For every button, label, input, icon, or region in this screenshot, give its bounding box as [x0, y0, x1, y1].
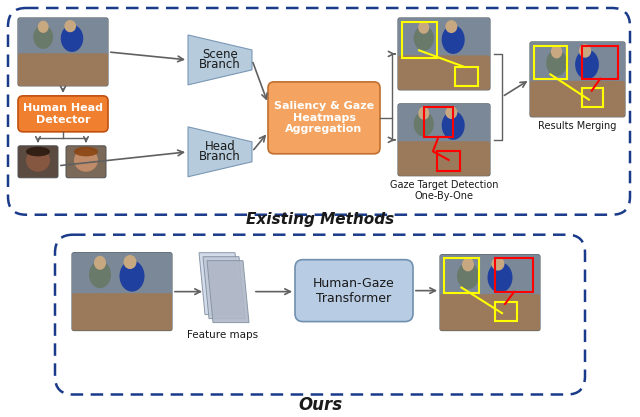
FancyBboxPatch shape	[268, 82, 380, 154]
FancyBboxPatch shape	[398, 104, 490, 176]
Text: Head: Head	[205, 140, 236, 153]
Bar	[582, 88, 603, 107]
Text: Results Merging: Results Merging	[538, 121, 617, 131]
Bar	[402, 22, 436, 58]
FancyBboxPatch shape	[440, 294, 540, 331]
Bar	[582, 46, 618, 79]
Bar	[436, 151, 460, 171]
FancyBboxPatch shape	[530, 42, 625, 83]
Text: Feature maps: Feature maps	[188, 329, 259, 339]
Text: Scene: Scene	[202, 48, 238, 61]
FancyBboxPatch shape	[398, 141, 490, 176]
FancyBboxPatch shape	[530, 81, 625, 117]
FancyBboxPatch shape	[18, 96, 108, 132]
Ellipse shape	[61, 25, 83, 52]
Polygon shape	[207, 261, 249, 323]
FancyBboxPatch shape	[18, 18, 108, 86]
Ellipse shape	[442, 25, 465, 54]
Ellipse shape	[33, 25, 53, 49]
FancyBboxPatch shape	[398, 18, 490, 90]
Bar	[495, 302, 517, 321]
Ellipse shape	[488, 262, 513, 293]
Text: Existing Methods: Existing Methods	[246, 212, 394, 227]
Ellipse shape	[419, 21, 429, 34]
FancyBboxPatch shape	[398, 104, 490, 143]
Ellipse shape	[492, 257, 504, 271]
FancyBboxPatch shape	[398, 18, 490, 58]
FancyBboxPatch shape	[72, 253, 172, 331]
FancyBboxPatch shape	[66, 146, 106, 178]
FancyBboxPatch shape	[18, 146, 58, 178]
Ellipse shape	[579, 44, 591, 58]
Ellipse shape	[26, 149, 50, 172]
Ellipse shape	[89, 261, 111, 288]
Ellipse shape	[442, 111, 465, 140]
Ellipse shape	[413, 25, 434, 51]
Ellipse shape	[551, 45, 563, 58]
Ellipse shape	[457, 263, 479, 289]
Ellipse shape	[120, 261, 145, 291]
FancyBboxPatch shape	[295, 260, 413, 322]
Bar	[495, 259, 533, 292]
Ellipse shape	[575, 50, 599, 79]
Ellipse shape	[26, 147, 50, 156]
Ellipse shape	[445, 20, 458, 33]
FancyBboxPatch shape	[440, 255, 540, 296]
Ellipse shape	[445, 106, 458, 119]
FancyBboxPatch shape	[18, 18, 108, 55]
Polygon shape	[188, 35, 252, 85]
Ellipse shape	[94, 256, 106, 270]
Ellipse shape	[546, 50, 567, 76]
Text: Ours: Ours	[298, 397, 342, 414]
Text: Branch: Branch	[199, 150, 241, 163]
Ellipse shape	[38, 21, 49, 33]
Polygon shape	[188, 127, 252, 177]
Text: Branch: Branch	[199, 58, 241, 71]
Ellipse shape	[413, 111, 434, 137]
FancyBboxPatch shape	[72, 293, 172, 331]
Bar	[424, 107, 453, 137]
FancyBboxPatch shape	[440, 255, 540, 331]
Bar	[444, 259, 479, 293]
Text: Human-Gaze
Transformer: Human-Gaze Transformer	[313, 276, 395, 305]
Text: Gaze Target Detection
One-By-One: Gaze Target Detection One-By-One	[390, 180, 499, 201]
Ellipse shape	[419, 107, 429, 120]
Text: Human Head
Detector: Human Head Detector	[23, 103, 103, 125]
FancyBboxPatch shape	[18, 53, 108, 86]
Ellipse shape	[124, 255, 136, 269]
FancyBboxPatch shape	[398, 55, 490, 90]
Ellipse shape	[65, 20, 76, 32]
Ellipse shape	[74, 149, 98, 172]
FancyBboxPatch shape	[530, 42, 625, 117]
Polygon shape	[203, 257, 245, 319]
Bar	[455, 67, 478, 85]
FancyBboxPatch shape	[72, 253, 172, 296]
Ellipse shape	[74, 147, 98, 156]
Bar	[534, 46, 567, 79]
Text: Saliency & Gaze
Heatmaps
Aggregation: Saliency & Gaze Heatmaps Aggregation	[274, 101, 374, 134]
Ellipse shape	[462, 258, 474, 271]
Polygon shape	[199, 253, 241, 314]
